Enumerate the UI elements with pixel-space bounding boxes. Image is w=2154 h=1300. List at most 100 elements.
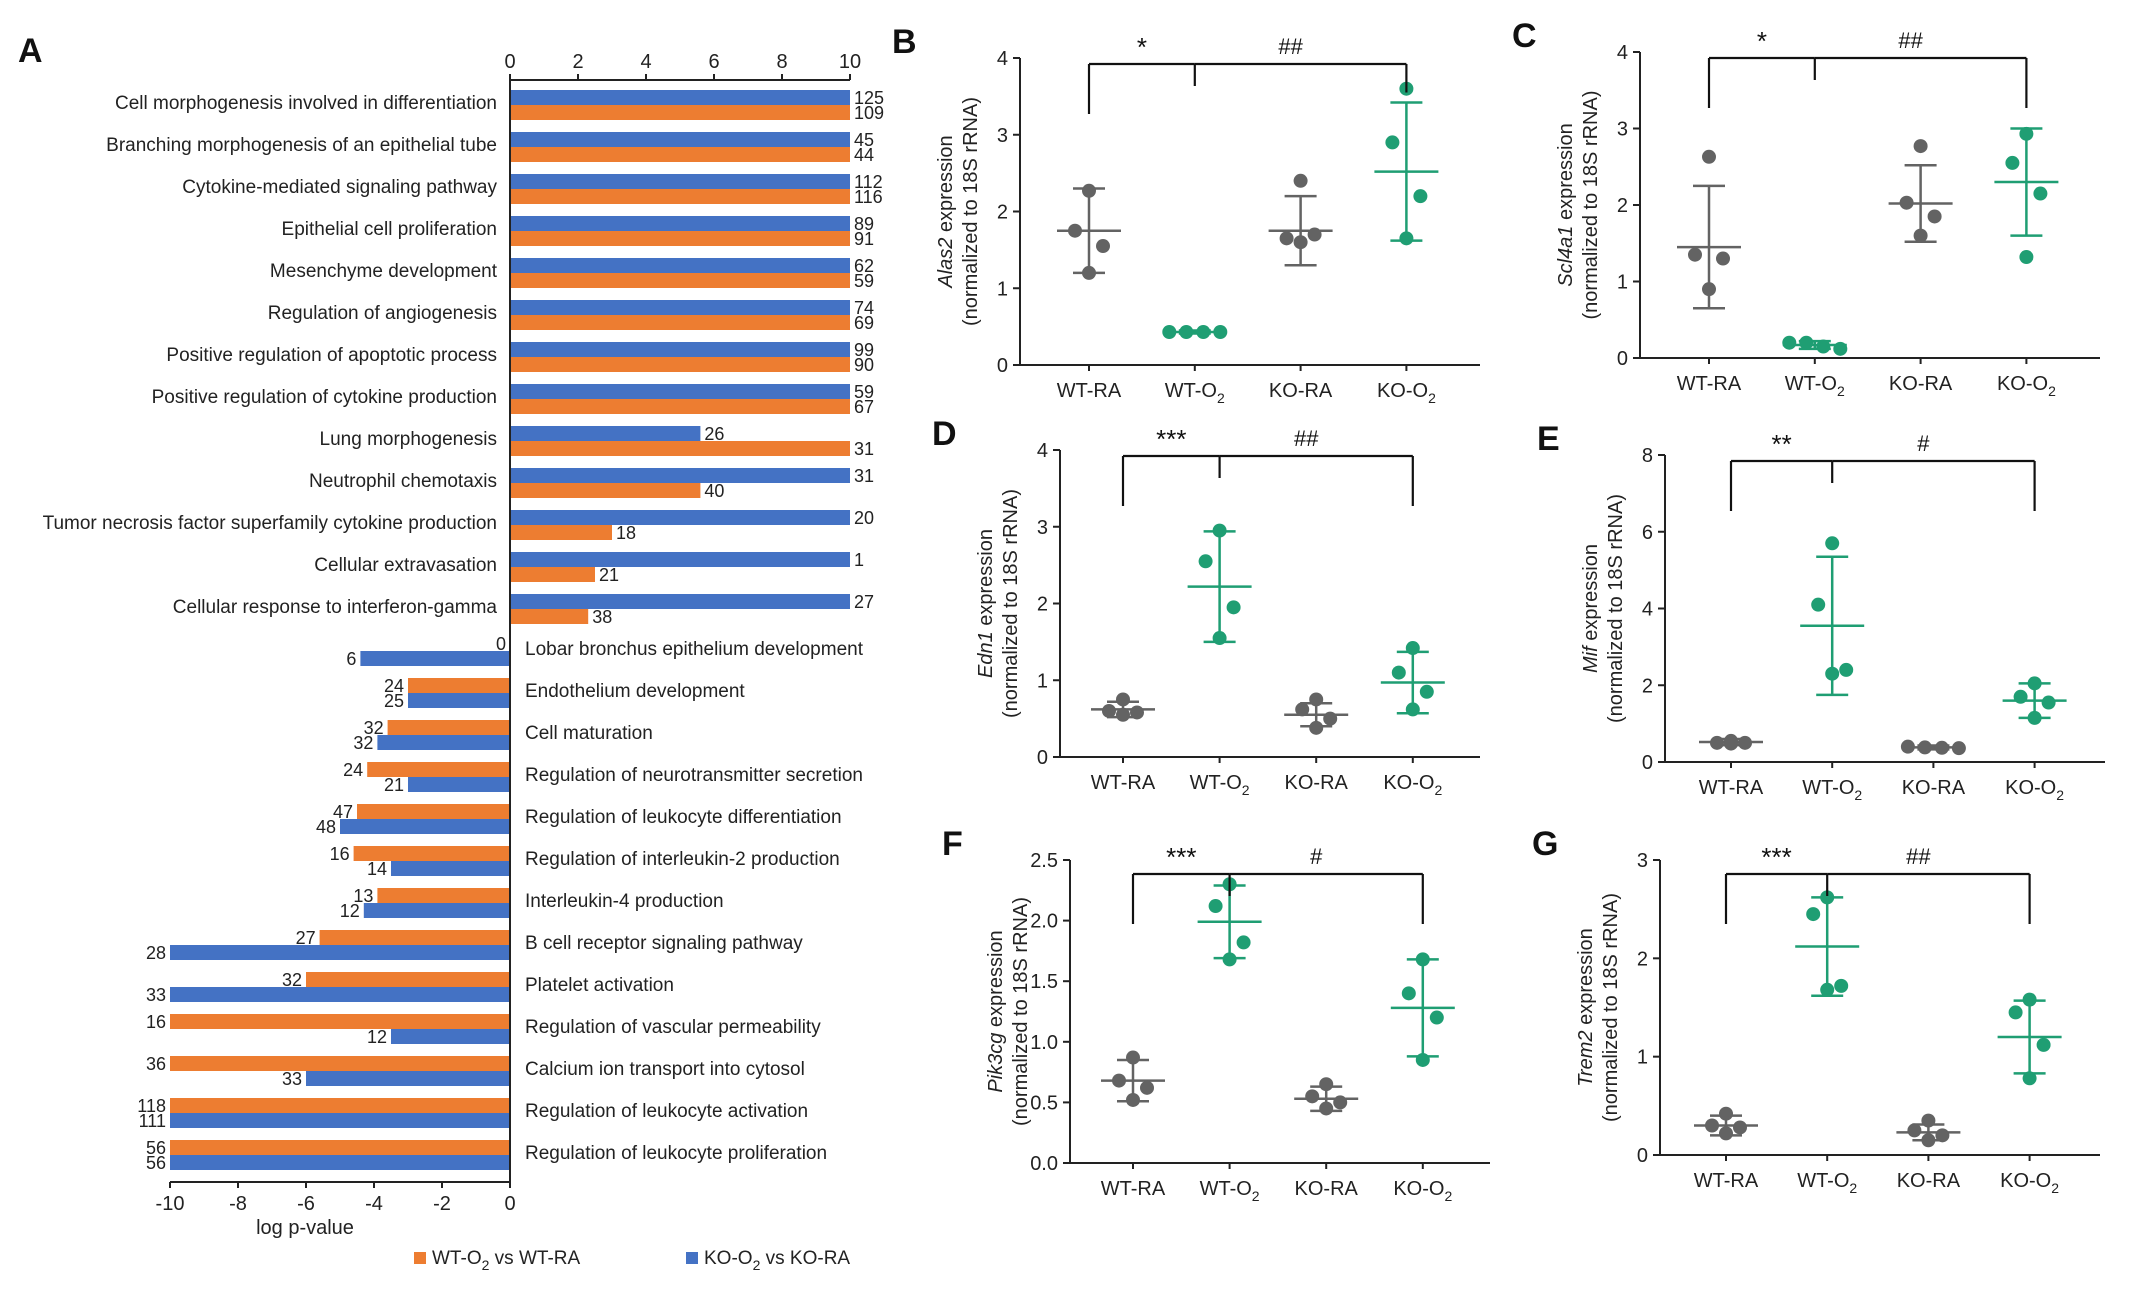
y-axis-tick-label: 3 [997, 125, 1008, 147]
y-axis-tick-label: 1.5 [1030, 971, 1058, 993]
x-axis-tick-label: WT-RA [1677, 373, 1742, 395]
data-point [1126, 1092, 1140, 1107]
bar-ko [510, 258, 850, 273]
bar-ko-count: 12 [367, 1027, 387, 1047]
sig-mark-left: *** [1166, 842, 1196, 872]
bar-wt-count: 44 [854, 145, 874, 165]
go-term-label: Cellular extravasation [314, 555, 497, 576]
bar-ko [170, 987, 510, 1002]
bottom-axis-tick-label: -6 [297, 1193, 315, 1215]
data-point [1309, 720, 1324, 735]
data-point [1309, 692, 1324, 707]
bottom-axis-tick-label: -10 [156, 1193, 185, 1215]
legend-swatch-wt [414, 1252, 426, 1264]
bar-wt [510, 315, 850, 330]
legend-swatch-ko [686, 1252, 698, 1264]
bar-wt-count: 16 [330, 844, 350, 864]
y-axis-title: Scl4a1 expression [1555, 123, 1577, 286]
y-axis-tick-label: 0 [1637, 1145, 1648, 1167]
data-point [1236, 935, 1251, 950]
bar-wt-count: 47 [333, 802, 353, 822]
go-term-label: Cellular response to interferon-gamma [173, 597, 498, 618]
data-point [1208, 899, 1223, 914]
bar-ko-count: 25 [384, 691, 404, 711]
x-axis-tick-label: WT-O2 [1190, 772, 1250, 798]
bar-ko-count: 14 [367, 859, 387, 879]
y-axis-tick-label: 1 [1637, 1047, 1648, 1069]
bar-wt [387, 720, 510, 735]
bar-wt [306, 972, 510, 987]
y-axis-subtitle: (normalized to 18S rRNA) [1000, 489, 1022, 718]
y-axis-title: Pik3cg expression [985, 930, 1007, 1092]
data-point [1921, 1133, 1936, 1148]
data-point [2027, 676, 2042, 691]
bar-wt [510, 105, 850, 120]
y-axis-tick-label: 0 [1617, 348, 1628, 370]
y-axis-tick-label: 2 [1617, 195, 1628, 217]
data-point [1834, 978, 1849, 993]
data-point [2022, 1071, 2037, 1086]
data-point [1399, 231, 1414, 246]
panel-c-chart: C 0 1 2 3 4 Scl4a1 expression (normalized to 18… [1512, 17, 2100, 399]
sig-mark-left: * [1137, 32, 1147, 62]
panel-b-chart: B 0 1 2 3 4 Alas2 expression (normalized to 18S… [892, 23, 1480, 406]
bar-ko-count: 26 [704, 424, 724, 444]
data-point [2019, 126, 2034, 141]
bar-wt-count: 18 [616, 523, 636, 543]
bar-wt [510, 567, 595, 582]
panel-label: G [1532, 825, 1558, 863]
bar-wt-count: 24 [384, 676, 404, 696]
bar-ko [170, 1113, 510, 1128]
bar-wt-count: 118 [137, 1096, 166, 1116]
y-axis-tick-label: 2.0 [1030, 911, 1058, 933]
sig-mark-right: ## [1898, 28, 1923, 53]
go-term-label: Regulation of leukocyte proliferation [525, 1143, 827, 1164]
bar-ko [510, 216, 850, 231]
data-point [1716, 251, 1730, 266]
x-axis-tick-label: WT-RA [1057, 380, 1122, 402]
bar-wt-count: 38 [592, 607, 612, 627]
data-point [1405, 641, 1420, 656]
bottom-axis-tick-label: -2 [433, 1193, 451, 1215]
bar-ko [510, 426, 701, 441]
go-term-label: Regulation of interleukin-2 production [525, 849, 840, 870]
x-axis-tick-label: KO-RA [1269, 380, 1333, 402]
bar-ko [306, 1071, 510, 1086]
y-axis-tick-label: 1 [997, 278, 1008, 300]
data-point [1405, 702, 1420, 717]
data-point [1710, 735, 1724, 750]
top-axis-tick-label: 0 [504, 51, 515, 73]
bar-wt [510, 483, 701, 498]
data-point [1196, 324, 1211, 339]
bar-ko-count: 111 [139, 1111, 166, 1131]
y-axis-subtitle: (normalized to 18S rRNA) [1010, 897, 1032, 1126]
bar-wt [170, 1098, 510, 1113]
sig-mark-left: *** [1156, 424, 1186, 454]
bar-ko [510, 90, 850, 105]
bar-ko-count: 45 [854, 130, 874, 150]
data-point [1112, 1073, 1126, 1088]
bar-ko [510, 468, 850, 483]
sig-mark-right: # [1917, 431, 1930, 456]
bar-ko [510, 342, 850, 357]
data-point [1811, 597, 1826, 612]
data-point [2005, 155, 2020, 170]
bar-ko [510, 552, 850, 567]
x-axis-title: log p-value [256, 1217, 354, 1239]
data-point [1913, 139, 1928, 154]
x-axis-tick-label: KO-RA [1295, 1178, 1359, 1200]
data-point [2036, 1037, 2051, 1052]
sig-mark-left: *** [1761, 842, 1791, 872]
go-term-label: Endothelium development [525, 681, 745, 702]
bar-ko-count: 27 [854, 592, 874, 612]
bar-wt-count: 36 [146, 1054, 166, 1074]
bar-wt-count: 56 [146, 1138, 166, 1158]
bar-wt [510, 273, 850, 288]
data-point [1102, 703, 1116, 718]
bar-ko-count: 31 [854, 466, 874, 486]
data-point [1116, 707, 1130, 722]
data-point [1212, 631, 1227, 646]
data-point [1799, 335, 1814, 350]
go-term-label: Regulation of neurotransmitter secretion [525, 765, 863, 786]
